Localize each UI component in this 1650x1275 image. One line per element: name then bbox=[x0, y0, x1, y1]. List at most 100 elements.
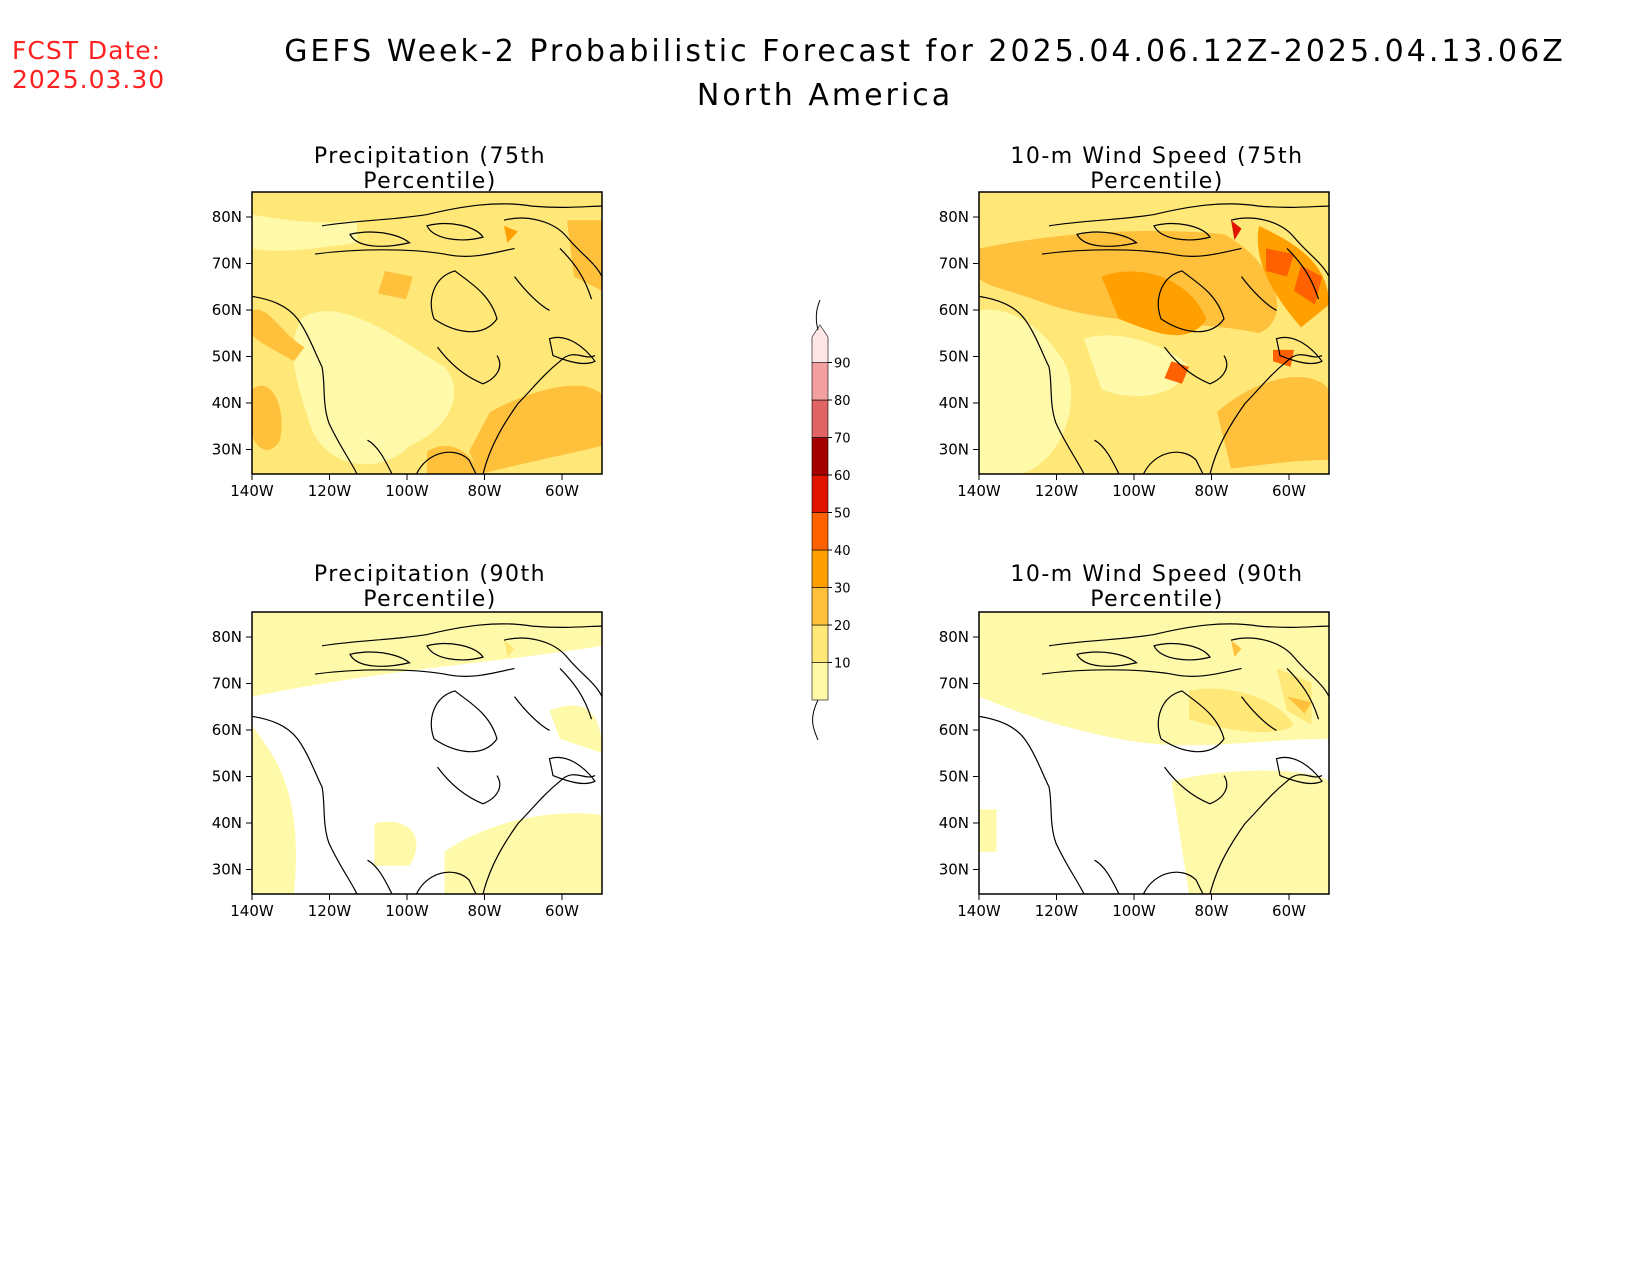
probability-region bbox=[252, 724, 296, 894]
coastline bbox=[1287, 248, 1319, 299]
lon-label: 140W bbox=[957, 902, 1001, 920]
map-frame bbox=[251, 191, 603, 475]
lat-label: 40N bbox=[212, 394, 242, 412]
panel-wind-90: 10-m Wind Speed (90th Percentile) 80N 70N… bbox=[932, 562, 1372, 942]
coastline bbox=[1042, 248, 1242, 256]
probability-region bbox=[1217, 376, 1329, 469]
lat-label: 70N bbox=[212, 255, 242, 273]
coastline bbox=[427, 644, 483, 660]
coastline bbox=[550, 337, 596, 363]
coastline bbox=[1077, 232, 1137, 246]
coastline bbox=[979, 296, 1084, 474]
lat-label: 40N bbox=[939, 814, 969, 832]
probability-region bbox=[1101, 271, 1207, 336]
lon-label: 120W bbox=[1035, 482, 1079, 500]
forecast-date-value: 2025.03.30 bbox=[12, 65, 166, 94]
coastline bbox=[1210, 355, 1322, 474]
lat-label: 80N bbox=[939, 208, 969, 226]
coastline bbox=[560, 248, 592, 299]
coastline-layer bbox=[979, 624, 1329, 894]
coastline bbox=[1277, 337, 1323, 363]
main-title: GEFS Week-2 Probabilistic Forecast for 2… bbox=[284, 34, 1566, 69]
lon-label: 120W bbox=[308, 482, 352, 500]
lat-label: 30N bbox=[212, 861, 242, 879]
coastline bbox=[1144, 452, 1204, 474]
lon-label: 80W bbox=[468, 482, 502, 500]
probability-region bbox=[1287, 696, 1312, 714]
coastline bbox=[350, 232, 410, 246]
colorbar-arc bbox=[815, 299, 821, 331]
colorbar-label: 20 bbox=[834, 619, 851, 634]
forecast-date-block: FCST Date: 2025.03.30 bbox=[12, 36, 165, 94]
probability-region bbox=[252, 309, 305, 362]
lon-label: 60W bbox=[1272, 482, 1306, 500]
lon-label: 100W bbox=[1112, 482, 1156, 500]
coastline bbox=[483, 355, 595, 474]
colorbar-label: 70 bbox=[834, 432, 851, 447]
lat-label: 30N bbox=[939, 441, 969, 459]
region-title: North America bbox=[696, 78, 954, 113]
coastline bbox=[368, 440, 393, 474]
coastline bbox=[1158, 271, 1224, 332]
coastline bbox=[1154, 224, 1210, 240]
lat-label: 70N bbox=[212, 675, 242, 693]
coastline bbox=[315, 248, 515, 256]
colorbar-label: 50 bbox=[834, 507, 851, 522]
map-fill-layer bbox=[252, 192, 602, 474]
colorbar-swatch bbox=[811, 362, 829, 401]
panel-title: 10-m Wind Speed (75th Percentile) bbox=[1010, 144, 1304, 194]
lat-label: 60N bbox=[212, 721, 242, 739]
map-precip-75: 80N 70N 60N 50N 40N 30N 140W 120W 100W 80W 60W bbox=[212, 191, 603, 500]
coastline-layer bbox=[252, 204, 602, 474]
lat-label: 30N bbox=[212, 441, 242, 459]
coastline bbox=[1049, 624, 1329, 646]
lat-label: 40N bbox=[212, 814, 242, 832]
colorbar-arc bbox=[812, 699, 819, 741]
coastline bbox=[560, 668, 592, 719]
map-wind-75: 80N 70N 60N 50N 40N 30N 140W 120W 100W 80W 60W bbox=[939, 191, 1330, 500]
map-wind-90: 80N 70N 60N 50N 40N 30N 140W 120W 100W 80W 60W bbox=[939, 611, 1330, 920]
lon-label: 80W bbox=[1195, 482, 1229, 500]
coastline bbox=[438, 347, 500, 384]
coastline bbox=[322, 204, 602, 226]
lon-label: 140W bbox=[230, 902, 274, 920]
colorbar-swatch bbox=[811, 399, 829, 438]
coastline bbox=[1277, 757, 1323, 783]
lon-label: 100W bbox=[385, 902, 429, 920]
lat-label: 80N bbox=[212, 208, 242, 226]
colorbar-swatch bbox=[811, 324, 829, 363]
coastline bbox=[1077, 652, 1137, 666]
colorbar-swatch bbox=[811, 437, 829, 476]
coastline bbox=[515, 697, 550, 731]
coastline bbox=[368, 860, 393, 894]
lon-label: 100W bbox=[1112, 902, 1156, 920]
forecast-date-label: FCST Date: bbox=[12, 36, 162, 65]
lat-label: 50N bbox=[212, 768, 242, 786]
lat-label: 60N bbox=[212, 301, 242, 319]
coastline bbox=[1158, 691, 1224, 752]
coastline bbox=[252, 716, 357, 894]
probability-region bbox=[504, 225, 518, 243]
lat-label: 60N bbox=[939, 301, 969, 319]
lat-label: 30N bbox=[939, 861, 969, 879]
lon-label: 120W bbox=[308, 902, 352, 920]
coastline bbox=[417, 872, 477, 894]
probability-region bbox=[1273, 349, 1294, 367]
probability-region bbox=[1231, 640, 1242, 658]
coastline bbox=[1144, 872, 1204, 894]
probability-region bbox=[252, 385, 282, 450]
lon-label: 60W bbox=[1272, 902, 1306, 920]
coastline bbox=[1242, 277, 1277, 311]
coastline bbox=[504, 218, 602, 277]
probability-region bbox=[1084, 335, 1189, 397]
probability-region bbox=[979, 809, 997, 852]
colorbar-swatch bbox=[811, 512, 829, 551]
colorbar-label: 60 bbox=[834, 469, 851, 484]
lat-label: 70N bbox=[939, 255, 969, 273]
colorbar-label: 10 bbox=[834, 657, 851, 672]
lat-label: 50N bbox=[212, 348, 242, 366]
lat-label: 40N bbox=[939, 394, 969, 412]
lon-label: 100W bbox=[385, 482, 429, 500]
lon-label: 140W bbox=[230, 482, 274, 500]
coastline bbox=[431, 271, 497, 332]
